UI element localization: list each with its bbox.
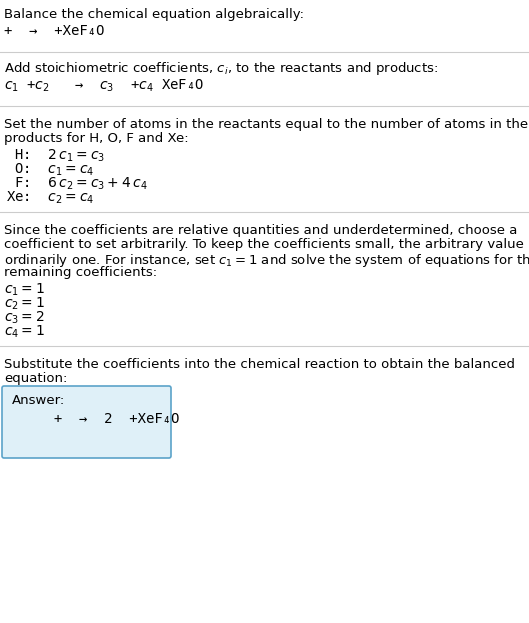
Text: +  →  +XeF₄O: + → +XeF₄O <box>4 24 105 38</box>
Text: coefficient to set arbitrarily. To keep the coefficients small, the arbitrary va: coefficient to set arbitrarily. To keep … <box>4 238 529 251</box>
Text: Xe:  $c_2 = c_4$: Xe: $c_2 = c_4$ <box>6 190 94 206</box>
Text: Add stoichiometric coefficients, $c_i$, to the reactants and products:: Add stoichiometric coefficients, $c_i$, … <box>4 60 438 77</box>
Text: O:  $c_1 = c_4$: O: $c_1 = c_4$ <box>6 162 94 178</box>
Text: products for H, O, F and Xe:: products for H, O, F and Xe: <box>4 132 189 145</box>
Text: ordinarily one. For instance, set $c_1 = 1$ and solve the system of equations fo: ordinarily one. For instance, set $c_1 =… <box>4 252 529 269</box>
Text: equation:: equation: <box>4 372 67 385</box>
Text: Set the number of atoms in the reactants equal to the number of atoms in the: Set the number of atoms in the reactants… <box>4 118 528 131</box>
Text: Substitute the coefficients into the chemical reaction to obtain the balanced: Substitute the coefficients into the che… <box>4 358 515 371</box>
Text: H:  $2\,c_1 = c_3$: H: $2\,c_1 = c_3$ <box>6 148 105 164</box>
Text: $c_1 = 1$: $c_1 = 1$ <box>4 282 45 298</box>
Text: $c_2 = 1$: $c_2 = 1$ <box>4 296 45 312</box>
Text: +  →  2  +XeF₄O: + → 2 +XeF₄O <box>12 412 179 426</box>
Text: F:  $6\,c_2 = c_3 + 4\,c_4$: F: $6\,c_2 = c_3 + 4\,c_4$ <box>6 176 148 193</box>
Text: $c_4 = 1$: $c_4 = 1$ <box>4 324 45 340</box>
FancyBboxPatch shape <box>2 386 171 458</box>
Text: Since the coefficients are relative quantities and underdetermined, choose a: Since the coefficients are relative quan… <box>4 224 517 237</box>
Text: Balance the chemical equation algebraically:: Balance the chemical equation algebraica… <box>4 8 304 21</box>
Text: Answer:: Answer: <box>12 394 65 407</box>
Text: $c_1$ +$c_2$   →  $c_3$  +$c_4$ XeF₄O: $c_1$ +$c_2$ → $c_3$ +$c_4$ XeF₄O <box>4 78 204 95</box>
Text: $c_3 = 2$: $c_3 = 2$ <box>4 310 44 326</box>
Text: remaining coefficients:: remaining coefficients: <box>4 266 157 279</box>
